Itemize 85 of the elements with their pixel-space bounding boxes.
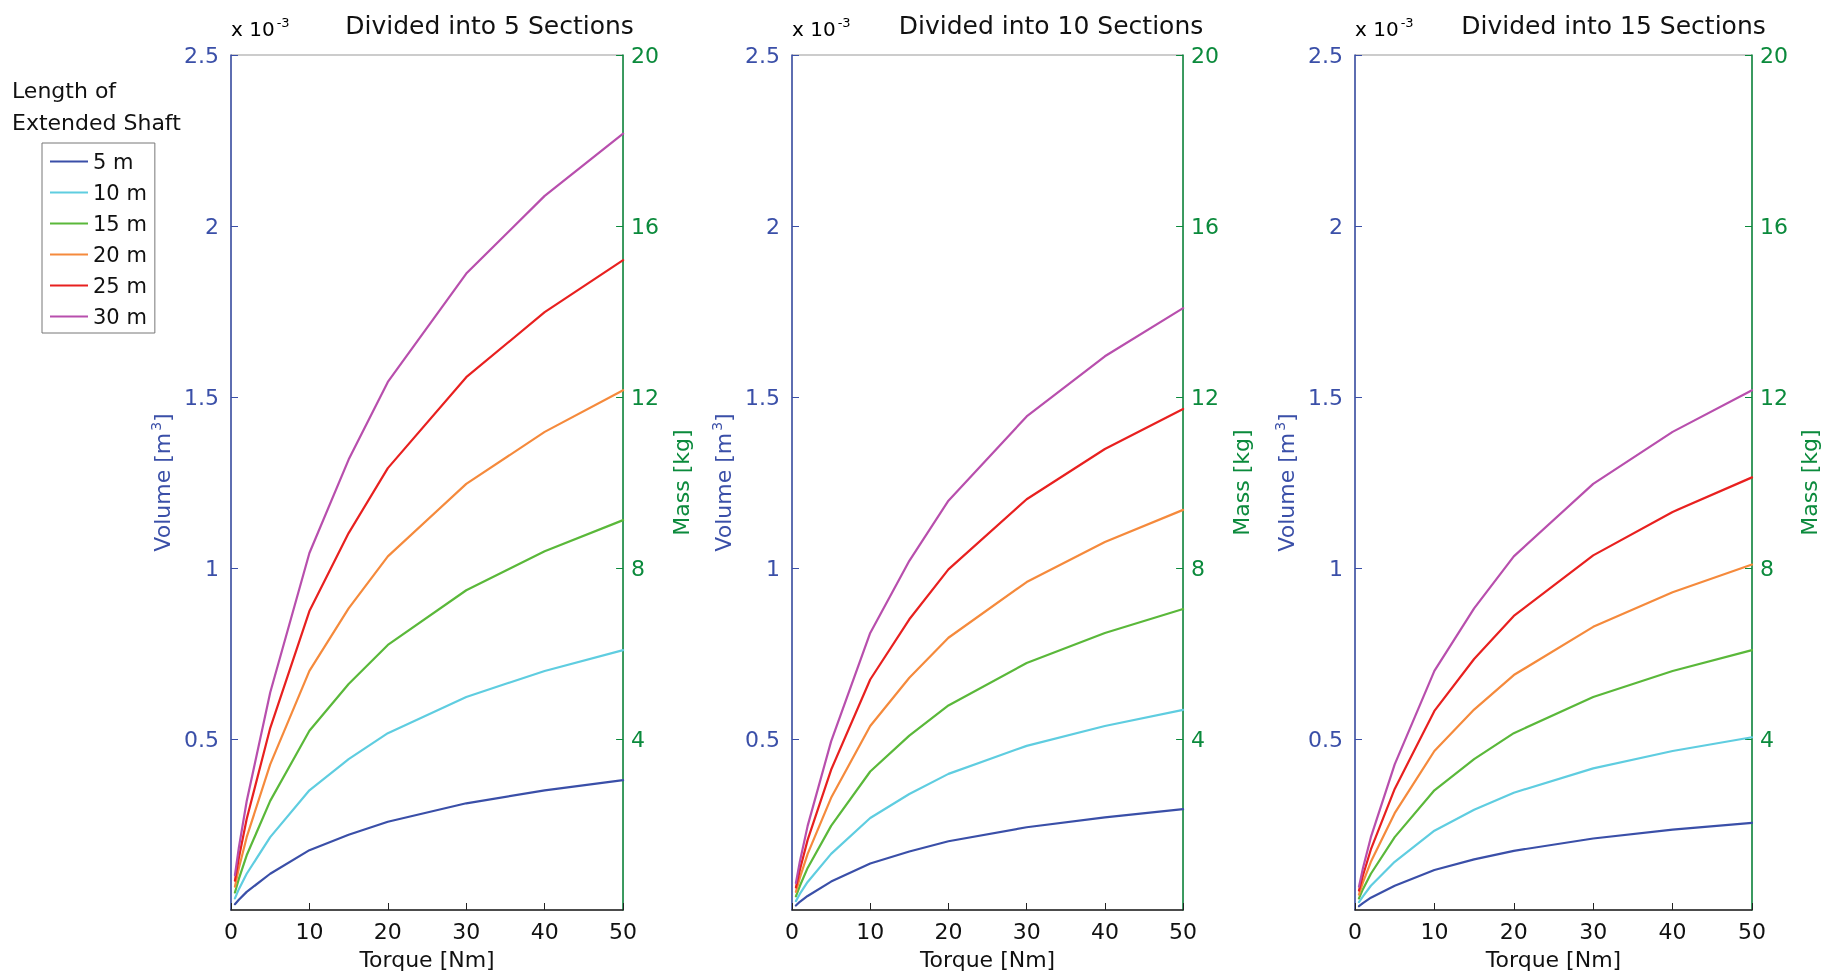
y2-tick-label: 4 [1760, 726, 1774, 752]
x-tick-label: 0 [224, 918, 238, 944]
y2-tick-label: 8 [1760, 555, 1774, 581]
line-series [1357, 736, 1754, 904]
x-tick-label: 10 [856, 918, 885, 944]
x-tick-label: 50 [1738, 918, 1766, 944]
y-tick-label: 2.5 [745, 42, 780, 68]
chart-title: Divided into 10 Sections [898, 11, 1204, 40]
y2-tick-label: 20 [631, 42, 660, 68]
y-tick-label: 1.5 [1308, 384, 1343, 410]
line-series [233, 132, 625, 877]
legend-label: 15 m [93, 211, 147, 236]
x-tick-label: 50 [609, 918, 638, 944]
line-series [1357, 476, 1754, 892]
legend-label: 5 m [93, 149, 134, 174]
y2-tick-label: 16 [631, 213, 660, 239]
x-tick-label: 20 [373, 918, 402, 944]
x-tick-label: 40 [1658, 918, 1687, 944]
x-tick-label: 50 [1169, 918, 1198, 944]
legend-label: 30 m [93, 304, 147, 329]
line-series [233, 778, 625, 906]
y-tick-label: 1.5 [745, 384, 780, 410]
x-tick-label: 20 [1499, 918, 1528, 944]
line-series [794, 508, 1185, 893]
x-tick-label: 30 [452, 918, 481, 944]
line-series [794, 306, 1185, 885]
x-tick-label: 0 [1348, 918, 1362, 944]
x-tick-label: 0 [785, 918, 799, 944]
line-series [794, 607, 1185, 898]
y2-tick-label: 4 [1191, 726, 1206, 752]
y2-axis-title: Mass [kg] [1797, 429, 1823, 536]
x-tick-label: 10 [295, 918, 324, 944]
x-tick-label: 40 [530, 918, 559, 944]
x-tick-label: 10 [1420, 918, 1449, 944]
y-axis-title: Volume [m3] [708, 413, 736, 552]
line-series [794, 407, 1185, 889]
y2-tick-label: 8 [631, 555, 646, 581]
legend-label: 10 m [93, 180, 147, 205]
x-tick-label: 40 [1090, 918, 1119, 944]
line-series [794, 708, 1185, 903]
y2-tick-label: 12 [631, 384, 660, 410]
chart-title: Divided into 5 Sections [345, 11, 634, 40]
y2-tick-label: 20 [1760, 42, 1788, 68]
y-tick-label: 0.5 [1308, 726, 1343, 752]
y-tick-label: 0.5 [184, 726, 219, 752]
y2-tick-label: 16 [1191, 213, 1220, 239]
y2-axis-title: Mass [kg] [1228, 429, 1254, 536]
y2-tick-label: 12 [1191, 384, 1220, 410]
line-series [233, 259, 625, 882]
y2-tick-label: 4 [631, 726, 646, 752]
x-tick-label: 30 [1579, 918, 1608, 944]
x-axis-title: Torque [Nm] [358, 946, 495, 972]
y-tick-label: 0.5 [745, 726, 780, 752]
line-series [1357, 563, 1754, 896]
line-series [233, 389, 625, 888]
legend-label: 25 m [93, 273, 147, 298]
y2-axis-title: Mass [kg] [668, 429, 694, 536]
y-tick-label: 1 [766, 555, 780, 581]
y-axis-title: Volume [m3] [147, 413, 175, 552]
line-series [233, 519, 625, 894]
y-tick-label: 2.5 [1308, 42, 1343, 68]
line-series [1357, 821, 1754, 908]
y2-tick-label: 12 [1760, 384, 1788, 410]
chart-title: Divided into 15 Sections [1461, 11, 1766, 40]
y-tick-label: 2 [205, 213, 219, 239]
line-series [1357, 648, 1754, 900]
y2-tick-label: 8 [1191, 555, 1206, 581]
x-axis-title: Torque [Nm] [1484, 946, 1622, 972]
y-tick-label: 2 [1329, 213, 1343, 239]
x-axis-title: Torque [Nm] [918, 946, 1056, 972]
legend-title: Length of Extended Shaft [12, 77, 182, 135]
y-tick-label: 1 [205, 555, 219, 581]
y-tick-label: 1.5 [184, 384, 219, 410]
y-tick-label: 1 [1329, 555, 1343, 581]
line-series [1357, 389, 1754, 888]
y-axis-title: Volume [m3] [1271, 413, 1299, 552]
y-tick-label: 2.5 [184, 42, 219, 68]
x-tick-label: 20 [934, 918, 963, 944]
line-series [794, 808, 1185, 907]
y-tick-label: 2 [766, 213, 780, 239]
y2-tick-label: 16 [1760, 213, 1788, 239]
line-series [233, 648, 625, 900]
y2-tick-label: 20 [1191, 42, 1220, 68]
legend-label: 20 m [93, 242, 147, 267]
x-tick-label: 30 [1012, 918, 1041, 944]
